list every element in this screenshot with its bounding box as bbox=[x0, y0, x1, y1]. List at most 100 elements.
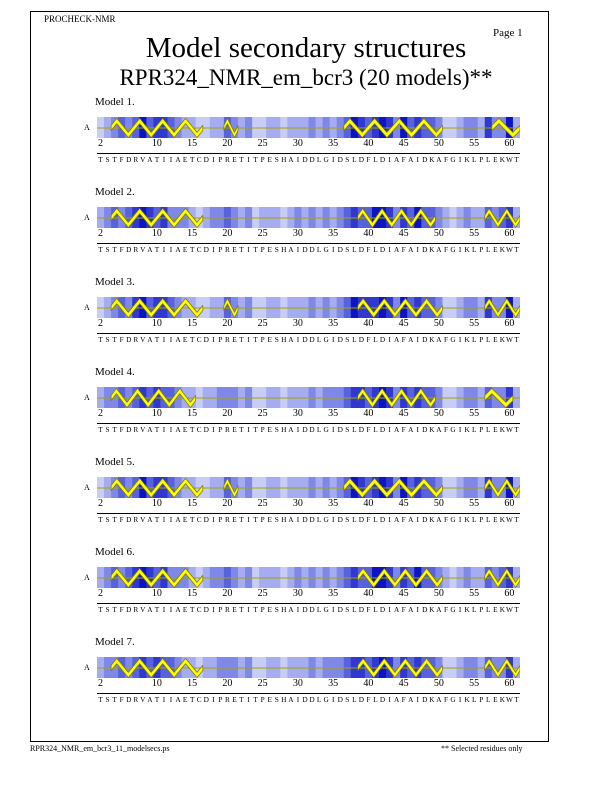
residue-letter: L bbox=[486, 605, 491, 614]
residue-letter: A bbox=[147, 695, 153, 704]
residue-letter: F bbox=[443, 335, 448, 344]
residue-letter: A bbox=[408, 155, 414, 164]
residue-letter: L bbox=[471, 155, 477, 164]
residue-number: 25 bbox=[257, 318, 268, 329]
residue-letter: I bbox=[416, 155, 419, 164]
residue-letter: T bbox=[112, 335, 117, 344]
residue-letter: D bbox=[203, 245, 209, 254]
residue-letter: E bbox=[182, 605, 188, 614]
residue-letter: T bbox=[98, 425, 103, 434]
residue-number: 20 bbox=[222, 678, 233, 689]
residue-letter: E bbox=[493, 155, 498, 164]
residue-letter: L bbox=[316, 155, 322, 164]
residue-letter: K bbox=[429, 515, 435, 524]
page-subtitle: RPR324_NMR_em_bcr3 (20 models)** bbox=[119, 65, 493, 90]
residue-letter: T bbox=[514, 155, 519, 164]
residue-letter: P bbox=[479, 425, 484, 434]
residue-letter: I bbox=[169, 605, 173, 614]
residue-letter: I bbox=[416, 245, 419, 254]
helix-ribbon bbox=[484, 568, 520, 588]
residue-letter: I bbox=[296, 695, 300, 704]
residue-letter: T bbox=[239, 605, 244, 614]
residue-number: 60 bbox=[504, 228, 515, 239]
residue-number: 10 bbox=[151, 498, 162, 509]
residue-letter: E bbox=[232, 425, 237, 434]
residue-letter: T bbox=[154, 245, 160, 254]
residue-letter: I bbox=[388, 335, 391, 344]
residue-letter: K bbox=[499, 515, 506, 524]
residue-letter: R bbox=[133, 335, 139, 344]
residue-letter: F bbox=[401, 605, 406, 614]
residue-number: 50 bbox=[433, 318, 444, 329]
residue-number: 15 bbox=[187, 228, 198, 239]
residue-letter: C bbox=[196, 425, 202, 434]
residue-number: 10 bbox=[151, 228, 162, 239]
residue-letter: V bbox=[140, 245, 146, 254]
residue-letter: I bbox=[296, 515, 300, 524]
residue-letter: A bbox=[393, 605, 400, 614]
residue-letter: D bbox=[422, 515, 428, 524]
residue-letter: P bbox=[218, 695, 223, 704]
residue-number: 10 bbox=[151, 678, 162, 689]
residue-letter: A bbox=[408, 335, 414, 344]
residue-number: 20 bbox=[222, 228, 233, 239]
residue-letter: I bbox=[247, 155, 250, 164]
residue-letter: L bbox=[373, 695, 378, 704]
residue-letter: I bbox=[247, 425, 250, 434]
residue-letter: A bbox=[288, 515, 294, 524]
residue-number: 15 bbox=[187, 678, 198, 689]
residue-letter: D bbox=[358, 335, 365, 344]
residue-letter: T bbox=[154, 425, 160, 434]
residue-letter: T bbox=[253, 425, 258, 434]
residue-letter: E bbox=[493, 695, 498, 704]
residue-number: 25 bbox=[257, 138, 268, 149]
residue-letter: R bbox=[133, 245, 139, 254]
residue-letter: S bbox=[105, 335, 110, 344]
residue-letter: K bbox=[429, 335, 435, 344]
residue-number: 25 bbox=[257, 588, 268, 599]
residue-letter: T bbox=[98, 515, 103, 524]
residue-letter: L bbox=[316, 245, 322, 254]
residue-letter: I bbox=[458, 605, 462, 614]
secondary-structure-track bbox=[97, 117, 520, 138]
residue-letter: W bbox=[505, 515, 513, 524]
residue-letter: P bbox=[260, 605, 265, 614]
residue-letter: T bbox=[239, 155, 244, 164]
residue-letter: A bbox=[175, 605, 181, 614]
residue-letter: H bbox=[281, 695, 287, 704]
model-label: Model 5. bbox=[95, 456, 135, 468]
residue-letter: E bbox=[267, 605, 272, 614]
residue-letter: A bbox=[147, 605, 153, 614]
residue-letter: A bbox=[288, 335, 294, 344]
helix-ribbon bbox=[357, 298, 443, 318]
helix-ribbon bbox=[484, 658, 520, 678]
residue-letter: I bbox=[416, 695, 419, 704]
chain-label: A bbox=[84, 573, 90, 582]
residue-letter: D bbox=[203, 425, 209, 434]
residue-letter: V bbox=[140, 605, 146, 614]
residue-number: 60 bbox=[504, 678, 515, 689]
residue-letter: I bbox=[331, 245, 335, 254]
residue-letter: R bbox=[133, 605, 139, 614]
residue-letter: W bbox=[505, 425, 513, 434]
residue-letter: D bbox=[379, 155, 386, 164]
residue-letter: I bbox=[162, 245, 166, 254]
residue-letter: E bbox=[232, 695, 237, 704]
residue-letter: A bbox=[436, 605, 442, 614]
residue-number: 60 bbox=[504, 498, 515, 509]
residue-letter: F bbox=[443, 695, 448, 704]
residue-letter: D bbox=[379, 515, 386, 524]
residue-letter: S bbox=[345, 155, 350, 164]
residue-letter: I bbox=[416, 335, 419, 344]
residue-letter: I bbox=[416, 605, 419, 614]
residue-letter: D bbox=[379, 425, 386, 434]
residue-letter: L bbox=[373, 425, 378, 434]
residue-letter: R bbox=[224, 245, 230, 254]
helix-ribbon bbox=[484, 388, 514, 408]
residue-letter: E bbox=[232, 335, 237, 344]
residue-number: 15 bbox=[187, 138, 198, 149]
residue-letter: G bbox=[323, 155, 329, 164]
residue-letter: A bbox=[288, 605, 294, 614]
residue-number: 2 bbox=[98, 318, 104, 329]
residue-letter: E bbox=[182, 245, 188, 254]
